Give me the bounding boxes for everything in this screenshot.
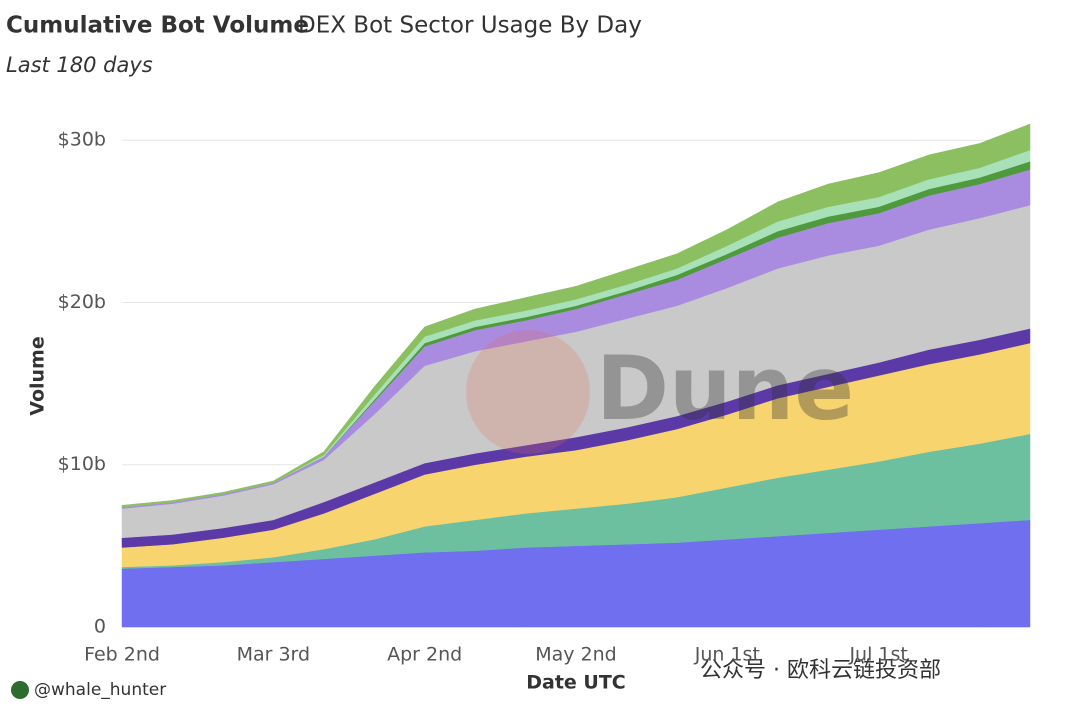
credit: @whale_hunter xyxy=(34,680,166,700)
y-tick-label: $30b xyxy=(58,129,106,151)
y-tick-label: $20b xyxy=(58,291,106,313)
x-tick-label: Feb 2nd xyxy=(84,644,160,666)
x-axis-label: Date UTC xyxy=(526,672,626,694)
y-tick-label: 0 xyxy=(94,616,106,638)
y-axis-label: Volume xyxy=(27,336,49,415)
chart-title: Cumulative Bot Volume xyxy=(6,13,309,39)
x-tick-label: Mar 3rd xyxy=(237,644,311,666)
y-tick-label: $10b xyxy=(58,453,106,475)
x-tick-label: Jul 1st xyxy=(848,644,907,666)
area-series xyxy=(121,123,1031,508)
x-tick-label: Jun 1st xyxy=(694,644,760,666)
credit-avatar xyxy=(11,681,29,699)
plot-area xyxy=(121,123,1031,628)
channel-label: 公众号 · 欧科云链投资部 xyxy=(700,658,941,683)
watermark-logo xyxy=(466,330,590,454)
chart-subtitle: DEX Bot Sector Usage By Day xyxy=(298,13,642,39)
x-tick-label: May 2nd xyxy=(535,644,617,666)
caption: Last 180 days xyxy=(6,53,153,77)
x-tick-label: Apr 2nd xyxy=(387,644,462,666)
watermark: Dune xyxy=(596,337,854,440)
